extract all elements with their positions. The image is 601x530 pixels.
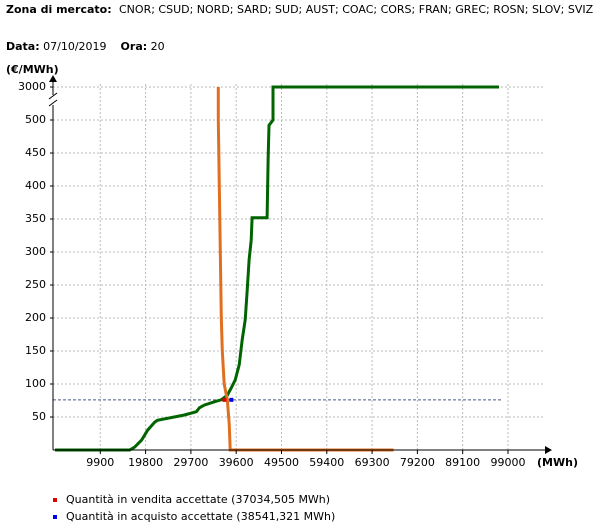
x-tick-label: 99000: [490, 456, 525, 469]
date-value: 07/10/2019: [43, 40, 107, 53]
y-tick-label: 350: [25, 212, 46, 225]
curve: [55, 85, 499, 452]
y-tick-label: 50: [32, 410, 46, 423]
accepted-point: [222, 397, 227, 402]
accepted-point: [229, 397, 234, 402]
zone-value: CNOR; CSUD; NORD; SARD; SUD; AUST; COAC;…: [119, 3, 594, 16]
zone-label: Zona di mercato:: [6, 0, 112, 19]
y-tick-label: 200: [25, 311, 46, 324]
hour-label: Ora:: [120, 40, 148, 53]
axis-break: [48, 92, 58, 100]
y-axis-label: (€/MWh): [6, 63, 59, 76]
y-tick-label: 150: [25, 344, 46, 357]
x-tick-label: 49500: [264, 456, 299, 469]
curve: [216, 87, 394, 452]
x-tick-label: 9900: [86, 456, 114, 469]
x-tick-label: 39600: [219, 456, 254, 469]
x-axis-label: (MWh): [537, 456, 578, 469]
y-tick-label: 450: [25, 146, 46, 159]
axis-break: [48, 99, 58, 107]
date-row: Data: 07/10/2019 Ora: 20: [6, 37, 165, 56]
legend-swatch: [53, 515, 57, 519]
x-tick-label: 29700: [173, 456, 208, 469]
x-tick-label: 89100: [445, 456, 480, 469]
legend-label: Quantità in acquisto accettate (38541,32…: [66, 510, 335, 523]
date-label: Data:: [6, 40, 40, 53]
x-tick-label: 59400: [309, 456, 344, 469]
zone-label-text: Zona di mercato:: [6, 3, 112, 16]
legend-label: Quantità in vendita accettate (37034,505…: [66, 493, 330, 506]
hour-value: 20: [150, 40, 165, 53]
x-tick-label: 69300: [355, 456, 390, 469]
y-tick-label: 250: [25, 278, 46, 291]
axis-break-gap: [49, 95, 57, 105]
legend-swatch: [53, 498, 57, 502]
x-arrow: [545, 446, 552, 454]
y-arrow: [49, 75, 57, 82]
y-tick-label: 400: [25, 179, 46, 192]
x-tick-label: 19800: [128, 456, 163, 469]
y-tick-label: 3000: [18, 80, 46, 93]
x-tick-label: 79200: [400, 456, 435, 469]
y-tick-label: 300: [25, 245, 46, 258]
grid: [53, 82, 545, 450]
y-tick-label: 500: [25, 113, 46, 126]
y-tick-label: 100: [25, 377, 46, 390]
plot: [53, 85, 501, 452]
